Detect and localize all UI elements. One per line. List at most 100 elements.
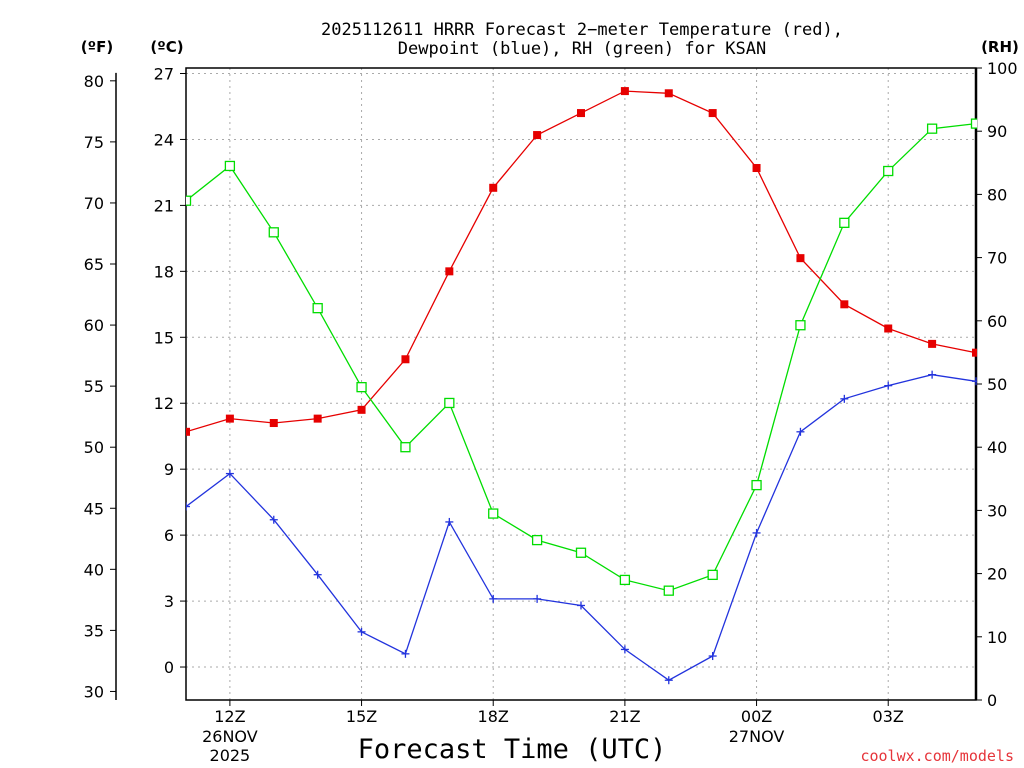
- credit-link[interactable]: coolwx.com/models: [860, 747, 1014, 765]
- temperature-point: [796, 254, 805, 263]
- rh-tick-label: 80: [987, 185, 1007, 204]
- rh-point: [312, 303, 323, 314]
- celsius-tick-label: 12: [154, 394, 174, 413]
- fahrenheit-tick-label: 75: [84, 133, 104, 152]
- celsius-tick-label: 9: [164, 460, 174, 479]
- dewpoint-point: [489, 594, 498, 603]
- fahrenheit-tick-label: 45: [84, 499, 104, 518]
- rh-point: [531, 534, 543, 546]
- temperature-point: [313, 414, 322, 423]
- rh-point: [575, 547, 587, 558]
- dewpoint-point: [620, 645, 629, 654]
- temperature-point: [186, 427, 190, 436]
- celsius-tick-label: 18: [154, 262, 174, 281]
- temperature-point: [269, 419, 278, 428]
- rh-point: [883, 165, 894, 177]
- celsius-tick-label: 0: [164, 658, 174, 677]
- temperature-point: [708, 109, 717, 118]
- celsius-tick-label: 24: [154, 130, 174, 149]
- chart-axes: [115, 67, 978, 701]
- dewpoint-point: [884, 381, 893, 390]
- fahrenheit-tick-label: 40: [84, 560, 104, 579]
- rh-axis-label: (RH): [981, 38, 1019, 56]
- rh-point: [795, 320, 806, 331]
- celsius-axis-label: (ºC): [150, 38, 183, 56]
- dewpoint-point: [577, 601, 585, 610]
- celsius-tick-label: 15: [154, 328, 174, 347]
- dewpoint-point: [401, 649, 410, 658]
- rh-tick-label: 30: [987, 501, 1007, 520]
- rh-point: [224, 160, 236, 172]
- fahrenheit-tick-label: 65: [84, 255, 104, 274]
- x-tick-label: 21Z: [609, 707, 640, 726]
- temperature-point: [972, 348, 977, 357]
- x-tick-label: 12Z: [214, 707, 245, 726]
- rh-point: [268, 227, 279, 238]
- temperature-point: [752, 164, 761, 173]
- fahrenheit-tick-label: 55: [84, 377, 104, 396]
- x-tick-label: 03Z: [873, 707, 904, 726]
- chart-subtitle: Dewpoint (blue), RH (green) for KSAN: [398, 39, 766, 59]
- rh-tick-label: 100: [987, 59, 1018, 78]
- temperature-point: [884, 324, 893, 333]
- temperature-point: [664, 89, 673, 98]
- fahrenheit-tick-label: 30: [84, 682, 104, 701]
- rh-point: [444, 397, 455, 409]
- rh-point: [663, 585, 674, 596]
- fahrenheit-tick-label: 60: [84, 316, 104, 335]
- dewpoint-point: [357, 627, 366, 636]
- data-series: [186, 87, 977, 685]
- celsius-tick-label: 21: [154, 196, 174, 215]
- rh-tick-label: 0: [987, 691, 997, 710]
- dewpoint-point: [796, 427, 805, 436]
- rh-point: [186, 195, 192, 206]
- temperature-point: [577, 109, 585, 118]
- celsius-tick-label: 6: [164, 526, 174, 545]
- rh-tick-label: 20: [987, 565, 1007, 584]
- rh-tick-label: 50: [987, 375, 1007, 394]
- rh-point: [926, 123, 938, 134]
- dewpoint-point: [664, 676, 673, 685]
- rh-tick-label: 10: [987, 628, 1007, 647]
- chart-title: 2025112611 HRRR Forecast 2−meter Tempera…: [321, 20, 843, 40]
- temperature-point: [225, 414, 234, 423]
- dewpoint-point: [269, 515, 278, 524]
- dewpoint-point: [533, 594, 542, 603]
- rh-point: [488, 508, 499, 519]
- x-tick-label: 18Z: [478, 707, 509, 726]
- rh-point: [356, 382, 367, 393]
- rh-point: [619, 574, 631, 586]
- axis-ticks: 0 3 6 9 12 15 18 21 24 27 30 35 40 45 50 55 60 65 70 75 80 0 1…: [84, 59, 1018, 765]
- temperature-point: [620, 87, 629, 96]
- x-tick-date: 26NOV: [202, 727, 258, 746]
- series-group: [186, 87, 977, 685]
- fahrenheit-tick-label: 35: [84, 621, 104, 640]
- celsius-tick-label: 27: [154, 64, 174, 83]
- dewpoint-point: [972, 377, 977, 386]
- rh-point: [400, 442, 411, 453]
- dewpoint-point: [708, 652, 717, 661]
- temperature-point: [445, 267, 454, 276]
- x-tick-label: 00Z: [741, 707, 772, 726]
- rh-tick-label: 90: [987, 122, 1007, 141]
- dewpoint-point: [445, 517, 454, 526]
- temperature-point: [357, 405, 366, 414]
- fahrenheit-tick-label: 70: [84, 194, 104, 213]
- rh-tick-label: 60: [987, 312, 1007, 331]
- temperature-point: [840, 300, 849, 309]
- rh-point: [707, 569, 718, 581]
- rh-point: [970, 118, 977, 129]
- x-tick-date: 27NOV: [729, 727, 785, 746]
- rh-tick-label: 70: [987, 249, 1007, 268]
- x-tick-label: 15Z: [346, 707, 377, 726]
- dewpoint-point: [840, 394, 849, 403]
- fahrenheit-tick-label: 80: [84, 72, 104, 91]
- rh-tick-label: 40: [987, 438, 1007, 457]
- rh-line: [186, 122, 977, 592]
- temperature-point: [401, 355, 410, 364]
- dewpoint-point: [752, 528, 761, 537]
- dewpoint-point: [928, 370, 937, 379]
- temperature-point: [489, 183, 498, 192]
- fahrenheit-tick-label: 50: [84, 438, 104, 457]
